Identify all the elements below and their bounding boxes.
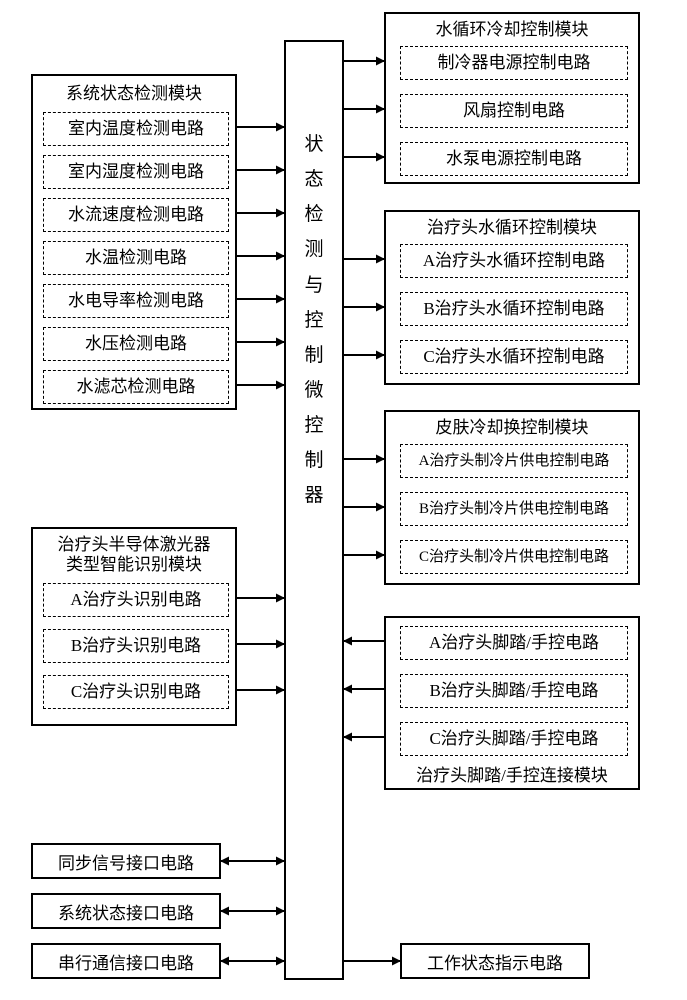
foot-hand-module-item-2: C治疗头脚踏/手控电路 [400,722,628,756]
work-status-circuit: 工作状态指示电路 [400,943,590,979]
foot-hand-module-item-1: B治疗头脚踏/手控电路 [400,674,628,708]
skin-cooling-module-item-2: C治疗头制冷片供电控制电路 [400,540,628,574]
system-status-module-item-1: 室内湿度检测电路 [43,155,229,189]
head-water-module-item-0: A治疗头水循环控制电路 [400,244,628,278]
foot-hand-module-title: 治疗头脚踏/手控连接模块 [386,766,638,786]
head-water-module-item-1: B治疗头水循环控制电路 [400,292,628,326]
head-water-module-title: 治疗头水循环控制模块 [386,218,638,238]
head-water-module-item-2: C治疗头水循环控制电路 [400,340,628,374]
system-status-module: 系统状态检测模块室内温度检测电路室内湿度检测电路水流速度检测电路水温检测电路水电… [31,74,237,410]
skin-cooling-module-title: 皮肤冷却换控制模块 [386,418,638,438]
system-status-module-item-3: 水温检测电路 [43,241,229,275]
system-status-module-item-5: 水压检测电路 [43,327,229,361]
water-cooling-module-item-0: 制冷器电源控制电路 [400,46,628,80]
system-status-module-item-4: 水电导率检测电路 [43,284,229,318]
head-water-module: 治疗头水循环控制模块 A治疗头水循环控制电路 B治疗头水循环控制电路 C治疗头水循环控… [384,210,640,385]
system-status-module-item-2: 水流速度检测电路 [43,198,229,232]
foot-hand-module: 治疗头脚踏/手控连接模块 A治疗头脚踏/手控电路 B治疗头脚踏/手控电路 C治疗头脚踏… [384,616,640,790]
treatment-head-id-module-title: 治疗头半导体激光器类型智能识别模块 [33,535,235,576]
system-status-module-title: 系统状态检测模块 [33,84,235,104]
skin-cooling-module-item-1: B治疗头制冷片供电控制电路 [400,492,628,526]
treatment-head-id-module-item-0: A治疗头识别电路 [43,583,229,617]
treatment-head-id-module: 治疗头半导体激光器类型智能识别模块 A治疗头识别电路 B治疗头识别电路 C治疗头识别电… [31,527,237,726]
water-cooling-module-title: 水循环冷却控制模块 [386,20,638,40]
skin-cooling-module-item-0: A治疗头制冷片供电控制电路 [400,444,628,478]
serial-comm-circuit: 串行通信接口电路 [31,943,221,979]
water-cooling-module-item-1: 风扇控制电路 [400,94,628,128]
treatment-head-id-module-item-1: B治疗头识别电路 [43,629,229,663]
sync-signal-circuit: 同步信号接口电路 [31,843,221,879]
skin-cooling-module: 皮肤冷却换控制模块 A治疗头制冷片供电控制电路 B治疗头制冷片供电控制电路 C治疗头制… [384,410,640,585]
water-cooling-module-item-2: 水泵电源控制电路 [400,142,628,176]
center-controller: 状态检测与控制微控制器 [284,40,344,980]
center-controller-title: 状态检测与控制微控制器 [286,127,342,514]
system-status-module-item-6: 水滤芯检测电路 [43,370,229,404]
foot-hand-module-item-0: A治疗头脚踏/手控电路 [400,626,628,660]
diagram-canvas: 状态检测与控制微控制器系统状态检测模块室内温度检测电路室内湿度检测电路水流速度检… [0,0,687,1000]
system-status-circuit: 系统状态接口电路 [31,893,221,929]
treatment-head-id-module-item-2: C治疗头识别电路 [43,675,229,709]
system-status-module-item-0: 室内温度检测电路 [43,112,229,146]
water-cooling-module: 水循环冷却控制模块制冷器电源控制电路风扇控制电路水泵电源控制电路 [384,12,640,184]
